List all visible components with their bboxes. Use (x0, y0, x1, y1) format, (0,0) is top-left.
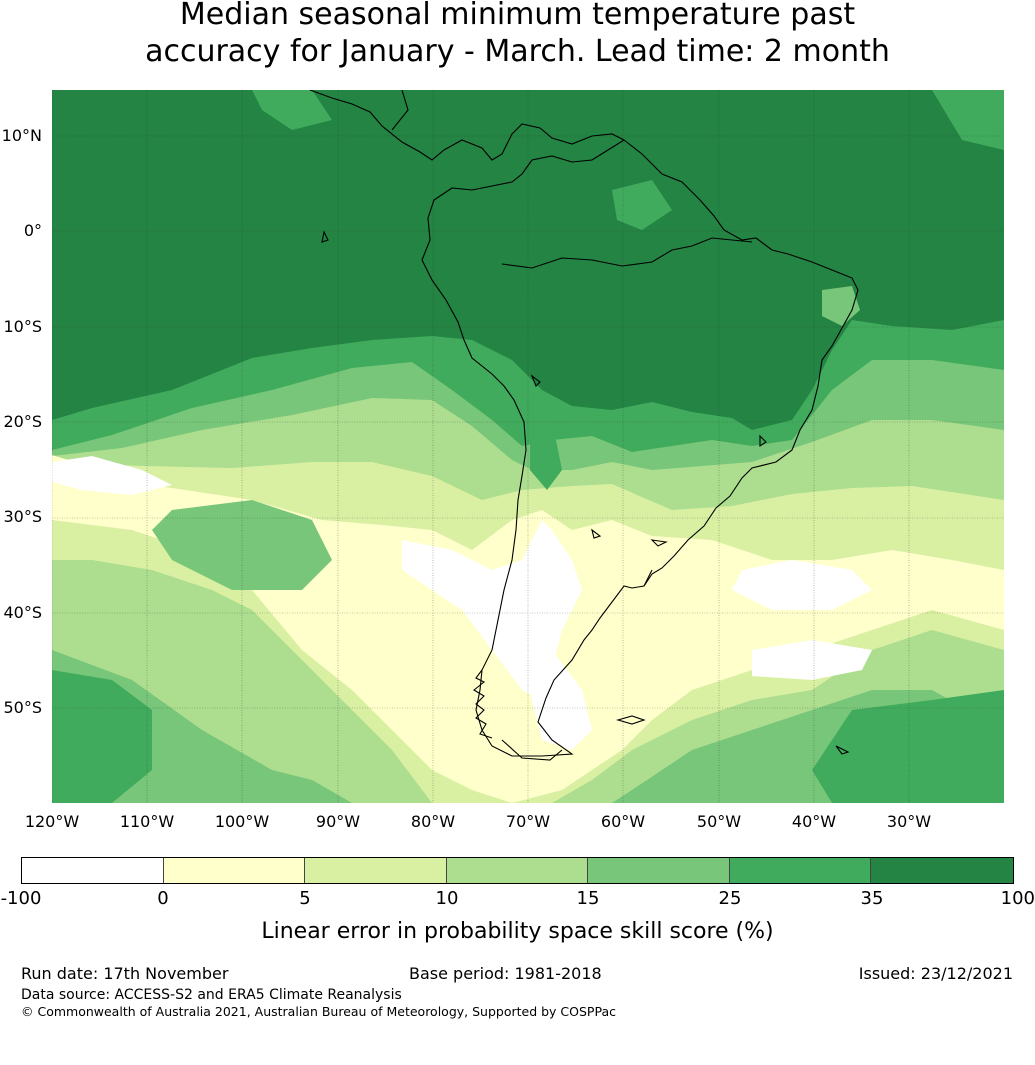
lon-label: 100°W (214, 812, 270, 831)
data-source: Data source: ACCESS-S2 and ERA5 Climate … (21, 987, 402, 1003)
run-date: Run date: 17th November (21, 964, 229, 983)
colorbar-segment (22, 858, 164, 883)
lon-label: 110°W (119, 812, 175, 831)
colorbar-tick-label: 35 (860, 888, 884, 909)
skill-band-25-35 (612, 180, 672, 230)
lon-label: 60°W (600, 812, 646, 831)
colorbar-segment (729, 858, 872, 883)
colorbar-segment (163, 858, 306, 883)
map-title-line-1: Median seasonal minimum temperature past (179, 0, 856, 32)
colorbar-label: Linear error in probability space skill … (261, 919, 774, 944)
lon-label: 90°W (315, 812, 361, 831)
colorbar-tick-label: 25 (718, 888, 742, 909)
gridlines (52, 90, 1004, 803)
skill-band-25-35 (252, 90, 332, 130)
lon-label: 120°W (24, 812, 80, 831)
skill-band-below-0 (752, 640, 872, 680)
base-period: Base period: 1981-2018 (409, 964, 602, 983)
skill-band-25-35 (530, 420, 562, 490)
lon-label: 50°W (696, 812, 742, 831)
lat-label: 10°N (1, 126, 42, 145)
lat-label: 10°S (3, 317, 42, 336)
colorbar (21, 857, 1014, 884)
colorbar-tick-label: 0 (157, 888, 169, 909)
colorbar-tick-label: -100 (0, 888, 42, 909)
lon-label: 70°W (505, 812, 551, 831)
map-title-line-2: accuracy for January - March. Lead time:… (145, 34, 890, 69)
colorbar-segment (305, 858, 448, 883)
colorbar-segment (871, 858, 1014, 883)
colorbar-tick-label: 5 (299, 888, 311, 909)
copyright: © Commonwealth of Australia 2021, Austra… (21, 1004, 616, 1019)
lat-label: 40°S (3, 603, 42, 622)
lat-label: 20°S (3, 412, 42, 431)
lat-label: 50°S (3, 698, 42, 717)
colorbar-tick-label: 100 (1000, 888, 1035, 909)
skill-score-map (52, 90, 1004, 803)
colorbar-tick-label: 15 (576, 888, 600, 909)
skill-band-25-35 (932, 90, 1004, 150)
lon-label: 80°W (410, 812, 456, 831)
skill-band-15-25 (822, 286, 860, 326)
skill-band-25-35 (812, 690, 1004, 803)
colorbar-tick-label: 10 (435, 888, 459, 909)
skill-band-below-0 (52, 456, 172, 495)
lon-label: 40°W (791, 812, 837, 831)
coastlines (309, 90, 859, 761)
issued-date: Issued: 23/12/2021 (858, 964, 1013, 983)
skill-band-25-35 (52, 670, 152, 803)
skill-band-below-0 (522, 650, 592, 750)
lat-label: 30°S (3, 507, 42, 526)
colorbar-segment (447, 858, 588, 883)
skill-band-below-0 (732, 560, 872, 610)
lat-label: 0° (23, 221, 42, 240)
colorbar-segment (587, 858, 730, 883)
lon-label: 30°W (886, 812, 932, 831)
